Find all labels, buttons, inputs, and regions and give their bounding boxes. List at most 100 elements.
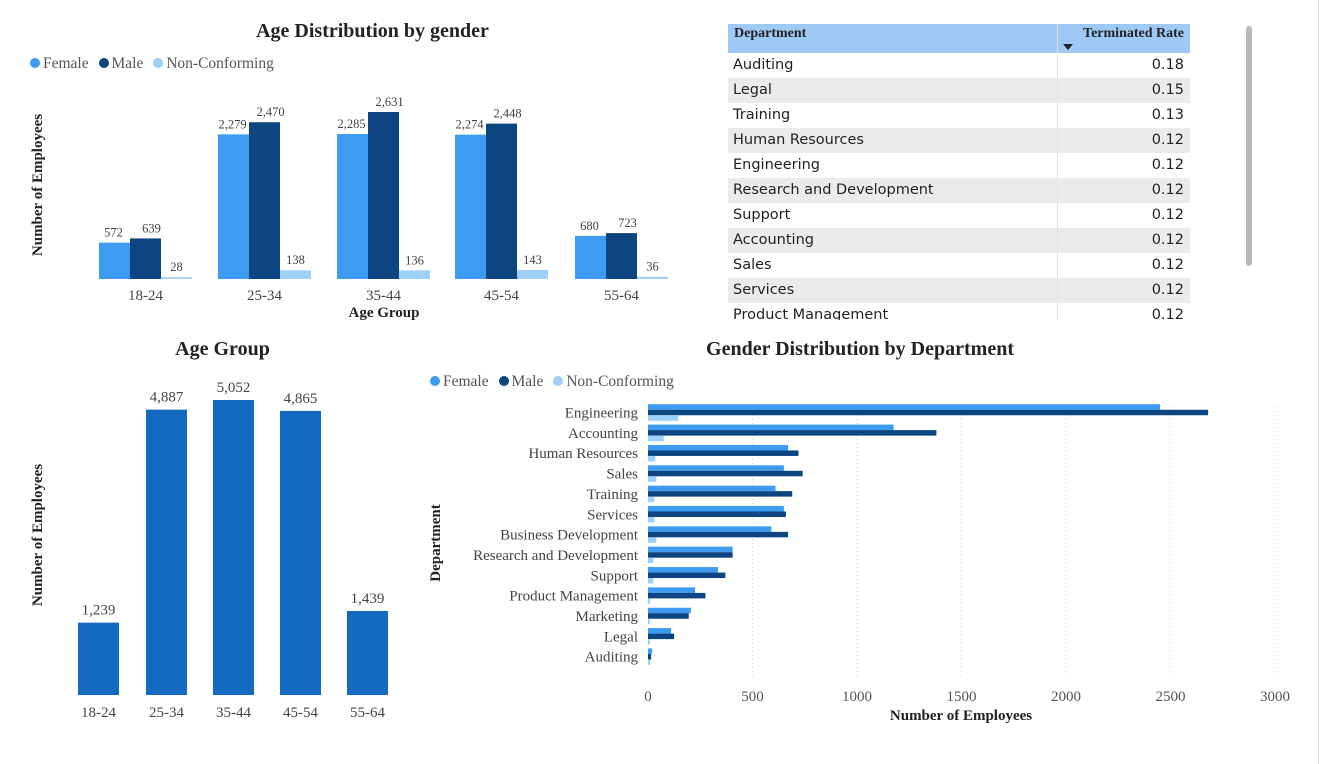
data-label-35-44-non-conforming: 136 xyxy=(405,253,424,267)
bar-engineering-non-conforming[interactable] xyxy=(648,415,679,421)
legend-nonconforming[interactable]: Non-Conforming xyxy=(153,55,274,73)
bar-sales-non-conforming[interactable] xyxy=(648,476,657,482)
x-tick-500: 500 xyxy=(741,689,764,705)
table-row[interactable]: Engineering 0.12 xyxy=(728,153,1190,178)
legend-male[interactable]: Male xyxy=(98,55,143,73)
bar-services-male[interactable] xyxy=(648,511,786,518)
bar-25-34[interactable] xyxy=(146,409,187,695)
bar-45-54-non-conforming[interactable] xyxy=(517,269,548,279)
table-header: Department Terminated Rate xyxy=(728,24,1190,53)
department-gender-chart[interactable]: Department Number of Employees 0 500 1000 1… xyxy=(410,395,1310,730)
bar-marketing-female[interactable] xyxy=(648,607,691,614)
bar-business-development-female[interactable] xyxy=(648,526,772,532)
bar-research-and-development-non-conforming[interactable] xyxy=(648,557,654,564)
data-label-18-24: 1,239 xyxy=(82,603,116,619)
table-row[interactable]: Accounting 0.12 xyxy=(728,228,1190,253)
header-department[interactable]: Department xyxy=(728,24,1058,53)
bar-product-management-non-conforming[interactable] xyxy=(648,598,650,604)
x-tick-55-64: 55-64 xyxy=(350,705,385,721)
bar-business-development-non-conforming[interactable] xyxy=(648,537,657,543)
bar-45-54[interactable] xyxy=(280,410,321,695)
bar-35-44-non-conforming[interactable] xyxy=(399,270,430,279)
bar-support-non-conforming[interactable] xyxy=(648,578,654,584)
x-tick-0: 0 xyxy=(644,689,652,705)
bar-services-female[interactable] xyxy=(648,506,784,512)
bar-engineering-female[interactable] xyxy=(648,404,1161,410)
bar-45-54-female[interactable] xyxy=(455,134,486,279)
bar-auditing-female[interactable] xyxy=(648,648,653,654)
bar-25-34-female[interactable] xyxy=(218,134,249,279)
bar-55-64-non-conforming[interactable] xyxy=(637,276,668,279)
bar-human-resources-non-conforming[interactable] xyxy=(648,455,656,462)
table-row[interactable]: Training 0.13 xyxy=(728,103,1190,128)
bar-support-male[interactable] xyxy=(648,572,726,579)
bar-product-management-male[interactable] xyxy=(648,592,706,599)
bar-training-non-conforming[interactable] xyxy=(648,496,655,503)
bar-sales-female[interactable] xyxy=(648,465,784,471)
bar-services-non-conforming[interactable] xyxy=(648,517,655,523)
terminated-rate-table[interactable]: Department Terminated Rate Auditing 0.18 L… xyxy=(728,24,1190,320)
bar-research-and-development-female[interactable] xyxy=(648,546,733,553)
bar-auditing-non-conforming[interactable] xyxy=(648,659,650,665)
data-label-45-54-male: 2,448 xyxy=(493,107,521,121)
header-terminated-rate[interactable]: Terminated Rate xyxy=(1058,24,1190,53)
bar-55-64[interactable] xyxy=(347,610,388,695)
bar-35-44[interactable] xyxy=(213,400,254,695)
table-scrollbar[interactable] xyxy=(1246,26,1252,266)
bar-marketing-male[interactable] xyxy=(648,613,689,619)
legend3-nonconforming[interactable]: Non-Conforming xyxy=(553,373,674,391)
table-row[interactable]: Research and Development 0.12 xyxy=(728,178,1190,203)
bar-45-54-male[interactable] xyxy=(486,123,517,279)
bar-25-34-male[interactable] xyxy=(249,122,280,280)
table-row[interactable]: Services 0.12 xyxy=(728,278,1190,303)
bar-35-44-female[interactable] xyxy=(337,133,368,279)
legend-female[interactable]: Female xyxy=(30,55,89,73)
bar-25-34-non-conforming[interactable] xyxy=(280,270,311,279)
table-row[interactable]: Auditing 0.18 xyxy=(728,53,1190,78)
table-row[interactable]: Product Management 0.12 xyxy=(728,303,1190,320)
x-tick-1000: 1000 xyxy=(842,689,872,705)
bar-accounting-non-conforming[interactable] xyxy=(648,435,664,442)
legend3-nonconforming-label: Non-Conforming xyxy=(566,373,674,390)
table-row[interactable]: Legal 0.15 xyxy=(728,78,1190,103)
bar-legal-female[interactable] xyxy=(648,628,671,634)
bar-auditing-male[interactable] xyxy=(648,653,652,660)
bar-human-resources-female[interactable] xyxy=(648,444,789,451)
bar-55-64-male[interactable] xyxy=(606,233,637,279)
data-label-25-34-non-conforming: 138 xyxy=(286,253,305,267)
bar-product-management-female[interactable] xyxy=(648,587,696,593)
legend-female-label: Female xyxy=(43,55,89,72)
y-tick-legal: Legal xyxy=(604,629,638,645)
bar-support-female[interactable] xyxy=(648,567,719,573)
bar-accounting-female[interactable] xyxy=(648,424,894,431)
bar-35-44-male[interactable] xyxy=(368,112,399,279)
legend3-male[interactable]: Male xyxy=(498,373,543,391)
table-row[interactable]: Human Resources 0.12 xyxy=(728,128,1190,153)
table-row[interactable]: Support 0.12 xyxy=(728,203,1190,228)
bar-training-male[interactable] xyxy=(648,491,793,497)
bar-engineering-male[interactable] xyxy=(648,409,1209,416)
bar-18-24-non-conforming[interactable] xyxy=(161,277,192,279)
bar-marketing-non-conforming[interactable] xyxy=(648,618,650,625)
bar-research-and-development-male[interactable] xyxy=(648,552,733,558)
bar-18-24[interactable] xyxy=(78,622,119,695)
bar-18-24-female[interactable] xyxy=(99,242,130,279)
cell-department: Sales xyxy=(728,253,1058,278)
cell-department: Research and Development xyxy=(728,178,1058,203)
age-gender-chart[interactable]: Number of Employees Age Group 572 639 28 18… xyxy=(0,0,700,330)
bar-human-resources-male[interactable] xyxy=(648,450,799,456)
bar-legal-male[interactable] xyxy=(648,633,675,640)
legend-nonconforming-label: Non-Conforming xyxy=(166,55,274,72)
data-label-55-64-non-conforming: 36 xyxy=(646,260,659,274)
legend3-female[interactable]: Female xyxy=(430,373,489,391)
bar-accounting-male[interactable] xyxy=(648,430,937,436)
bar-sales-male[interactable] xyxy=(648,470,803,477)
bar-55-64-female[interactable] xyxy=(575,235,606,279)
age-group-chart[interactable]: Number of Employees 1,239 18-24 4,887 25-34… xyxy=(0,360,410,764)
bar-business-development-male[interactable] xyxy=(648,531,789,538)
table-row[interactable]: Sales 0.12 xyxy=(728,253,1190,278)
bar-legal-non-conforming[interactable] xyxy=(648,639,650,645)
header-rate-label: Terminated Rate xyxy=(1083,26,1184,41)
bar-training-female[interactable] xyxy=(648,485,776,492)
bar-18-24-male[interactable] xyxy=(130,238,161,279)
